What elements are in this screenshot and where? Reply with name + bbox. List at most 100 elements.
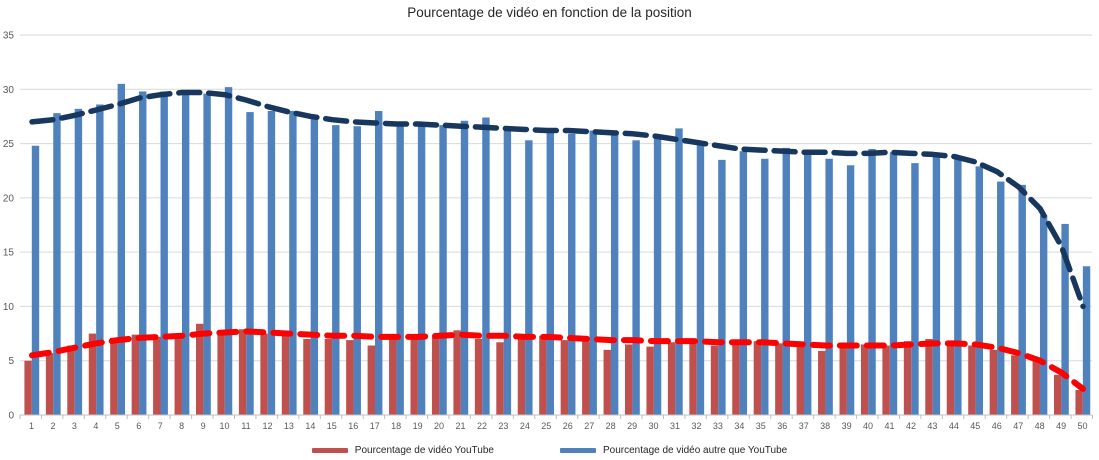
bar-youtube bbox=[839, 345, 847, 415]
bar-youtube bbox=[517, 336, 526, 415]
x-axis-tick-label: 28 bbox=[606, 421, 616, 431]
x-axis-tick-label: 39 bbox=[842, 421, 852, 431]
x-axis-tick-label: 41 bbox=[884, 421, 894, 431]
x-axis-tick-label: 11 bbox=[241, 421, 250, 431]
bar-other-than-youtube bbox=[739, 151, 748, 415]
x-axis-tick-label: 18 bbox=[391, 421, 401, 431]
bar-youtube bbox=[453, 330, 461, 415]
x-axis-tick-label: 47 bbox=[1013, 421, 1023, 431]
bar-other-than-youtube bbox=[954, 156, 962, 415]
bar-youtube bbox=[281, 334, 290, 415]
y-axis-tick-label: 25 bbox=[3, 139, 15, 150]
x-axis-tick-label: 34 bbox=[734, 421, 744, 431]
chart-title: Pourcentage de vidéo en fonction de la p… bbox=[407, 5, 692, 20]
x-axis-tick-label: 25 bbox=[541, 421, 551, 431]
bar-other-than-youtube bbox=[696, 141, 705, 415]
bar-other-than-youtube bbox=[632, 140, 640, 416]
bar-other-than-youtube bbox=[1018, 184, 1026, 415]
bar-other-than-youtube bbox=[546, 131, 554, 415]
bar-youtube bbox=[303, 339, 311, 415]
bar-youtube bbox=[431, 334, 440, 415]
bar-youtube bbox=[1054, 374, 1062, 415]
bar-other-than-youtube bbox=[310, 118, 319, 415]
x-axis-tick-label: 42 bbox=[906, 421, 916, 431]
bar-other-than-youtube bbox=[332, 125, 340, 415]
legend-marker-other-icon bbox=[559, 448, 596, 453]
x-axis-tick-label: 22 bbox=[477, 421, 487, 431]
bar-youtube bbox=[410, 336, 418, 415]
bar-other-than-youtube bbox=[997, 181, 1005, 415]
x-axis-tick-label: 23 bbox=[498, 421, 508, 431]
trendline-other-than-youtube bbox=[29, 89, 1086, 310]
bar-other-than-youtube bbox=[653, 137, 662, 416]
bar-other-than-youtube bbox=[1061, 223, 1069, 415]
x-axis-tick-label: 44 bbox=[949, 421, 959, 431]
bar-other-than-youtube bbox=[868, 149, 876, 415]
bar-youtube bbox=[560, 340, 569, 415]
x-axis-tick-label: 49 bbox=[1056, 421, 1066, 431]
x-axis-tick-label: 7 bbox=[158, 421, 163, 431]
bar-other-than-youtube bbox=[889, 152, 898, 415]
y-axis-tick-label: 30 bbox=[3, 85, 15, 96]
bar-other-than-youtube bbox=[203, 93, 211, 415]
bar-youtube bbox=[989, 349, 998, 415]
bar-youtube bbox=[67, 345, 75, 415]
bar-other-than-youtube bbox=[482, 117, 490, 415]
x-axis-tick-label: 30 bbox=[649, 421, 659, 431]
bar-youtube bbox=[496, 342, 504, 415]
bar-other-than-youtube bbox=[353, 126, 361, 415]
x-axis-tick-label: 29 bbox=[627, 421, 637, 431]
bar-youtube bbox=[45, 353, 54, 415]
bar-other-than-youtube bbox=[846, 165, 855, 415]
x-axis-tick-label: 4 bbox=[93, 421, 98, 431]
bar-other-than-youtube bbox=[1039, 215, 1048, 415]
bar-other-than-youtube bbox=[1082, 266, 1091, 415]
x-axis-tick-label: 27 bbox=[584, 421, 594, 431]
bar-other-than-youtube bbox=[246, 112, 254, 415]
bar-other-than-youtube bbox=[525, 140, 533, 416]
bar-youtube bbox=[667, 342, 676, 415]
x-axis-tick-label: 1 bbox=[29, 421, 34, 431]
bar-other-than-youtube bbox=[804, 153, 812, 416]
x-axis-tick-label: 5 bbox=[115, 421, 120, 431]
bar-youtube bbox=[625, 344, 633, 415]
x-axis-tick-label: 6 bbox=[136, 421, 141, 431]
bar-youtube bbox=[324, 339, 333, 415]
bar-youtube bbox=[968, 345, 976, 415]
x-axis-tick-label: 35 bbox=[756, 421, 766, 431]
bar-youtube bbox=[1075, 390, 1083, 415]
x-axis-tick-label: 33 bbox=[713, 421, 723, 431]
bar-youtube bbox=[367, 345, 375, 415]
bar-other-than-youtube bbox=[975, 166, 983, 415]
x-axis-tick-label: 17 bbox=[370, 421, 380, 431]
bar-other-than-youtube bbox=[139, 91, 147, 415]
x-axis-tick-label: 24 bbox=[520, 421, 530, 431]
bar-other-than-youtube bbox=[610, 131, 619, 415]
x-axis-tick-label: 19 bbox=[413, 421, 423, 431]
bar-other-than-youtube bbox=[160, 91, 168, 415]
bar-youtube bbox=[946, 343, 955, 415]
bar-youtube bbox=[646, 346, 654, 415]
x-axis-tick-label: 50 bbox=[1078, 421, 1088, 431]
bar-youtube bbox=[110, 337, 118, 415]
x-axis-tick-label: 31 bbox=[670, 421, 680, 431]
bar-other-than-youtube bbox=[932, 155, 941, 415]
bar-other-than-youtube bbox=[224, 87, 233, 415]
bar-other-than-youtube bbox=[782, 147, 790, 415]
x-axis-tick-label: 38 bbox=[820, 421, 830, 431]
x-axis-tick-label: 9 bbox=[201, 421, 206, 431]
bar-other-than-youtube bbox=[417, 125, 426, 415]
bar-youtube bbox=[88, 333, 97, 415]
y-axis-tick-label: 15 bbox=[3, 248, 15, 259]
x-axis-tick-label: 2 bbox=[50, 421, 55, 431]
bar-youtube bbox=[732, 342, 740, 415]
y-axis-tick-label: 35 bbox=[3, 31, 15, 42]
y-axis-tick-label: 5 bbox=[8, 356, 14, 367]
bar-other-than-youtube bbox=[74, 108, 83, 415]
bar-youtube bbox=[24, 360, 32, 415]
bar-other-than-youtube bbox=[53, 113, 61, 416]
bar-youtube bbox=[1032, 358, 1040, 415]
x-axis-tick-label: 10 bbox=[220, 421, 230, 431]
